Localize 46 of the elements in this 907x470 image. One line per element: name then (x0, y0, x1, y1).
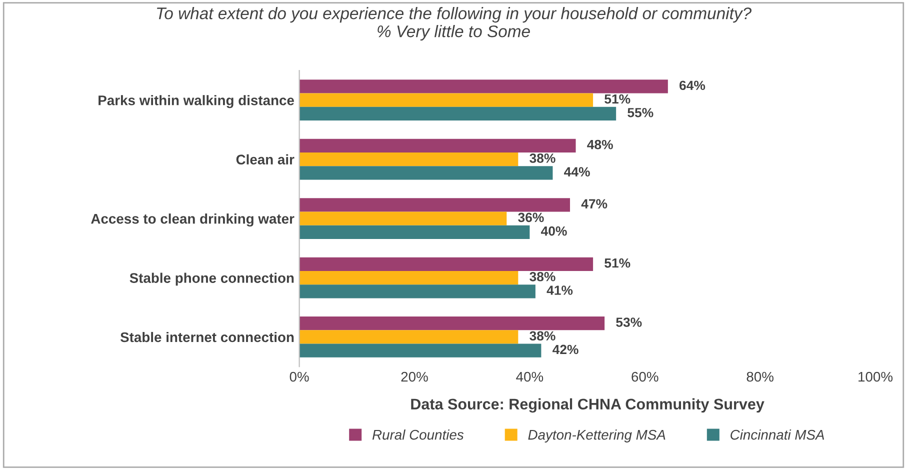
data-label: 51% (604, 258, 630, 268)
bar (299, 316, 605, 330)
x-tick-label: 20% (401, 372, 428, 382)
data-label: 44% (564, 167, 590, 176)
x-tick-label: 80% (746, 372, 774, 382)
y-tick-label: Stable phone connection (130, 272, 294, 286)
y-tick-label: Parks within walking distance (98, 95, 294, 108)
bar (299, 80, 668, 94)
y-tick-label: Clean air (236, 154, 294, 164)
data-label: 48% (587, 140, 613, 150)
bar (299, 198, 570, 212)
x-tick-label: 60% (632, 372, 658, 382)
data-label: 42% (552, 344, 578, 354)
x-axis-title: Data Source: Regional CHNA Community Survey (411, 398, 764, 413)
data-label: 36% (518, 212, 544, 222)
bar (299, 93, 594, 107)
bar (299, 138, 576, 153)
bar (299, 106, 616, 121)
bar (299, 152, 518, 166)
legend-label: Rural Counties (372, 430, 464, 440)
legend-label: Cincinnati MSA (730, 430, 824, 440)
data-label: 55% (628, 108, 654, 118)
data-label: 64% (680, 80, 706, 90)
x-tick-label: 100% (858, 372, 893, 382)
bar (299, 212, 507, 226)
data-label: 40% (541, 226, 567, 236)
data-label: 41% (546, 286, 573, 295)
x-tick-label: 40% (516, 372, 544, 382)
data-label: 38% (530, 154, 556, 163)
data-label: 51% (604, 94, 630, 104)
bar (299, 166, 553, 180)
data-label: 38% (530, 272, 556, 282)
bar (299, 257, 594, 271)
x-tick-label: 0% (290, 372, 309, 382)
data-label: 47% (581, 199, 608, 208)
y-tick-label: Access to clean drinking water (91, 214, 294, 227)
data-label: 38% (530, 331, 556, 341)
y-tick-label: Stable internet connection (120, 332, 294, 342)
chart-title: To what extent do you experience the following in your household or community? % Very little to Some (156, 7, 752, 41)
bar (299, 344, 542, 358)
data-label: 53% (616, 318, 642, 327)
bar (299, 284, 536, 298)
bar (299, 330, 518, 344)
bar (299, 270, 518, 285)
bar (299, 225, 530, 239)
legend-label: Dayton-Kettering MSA (528, 430, 666, 442)
